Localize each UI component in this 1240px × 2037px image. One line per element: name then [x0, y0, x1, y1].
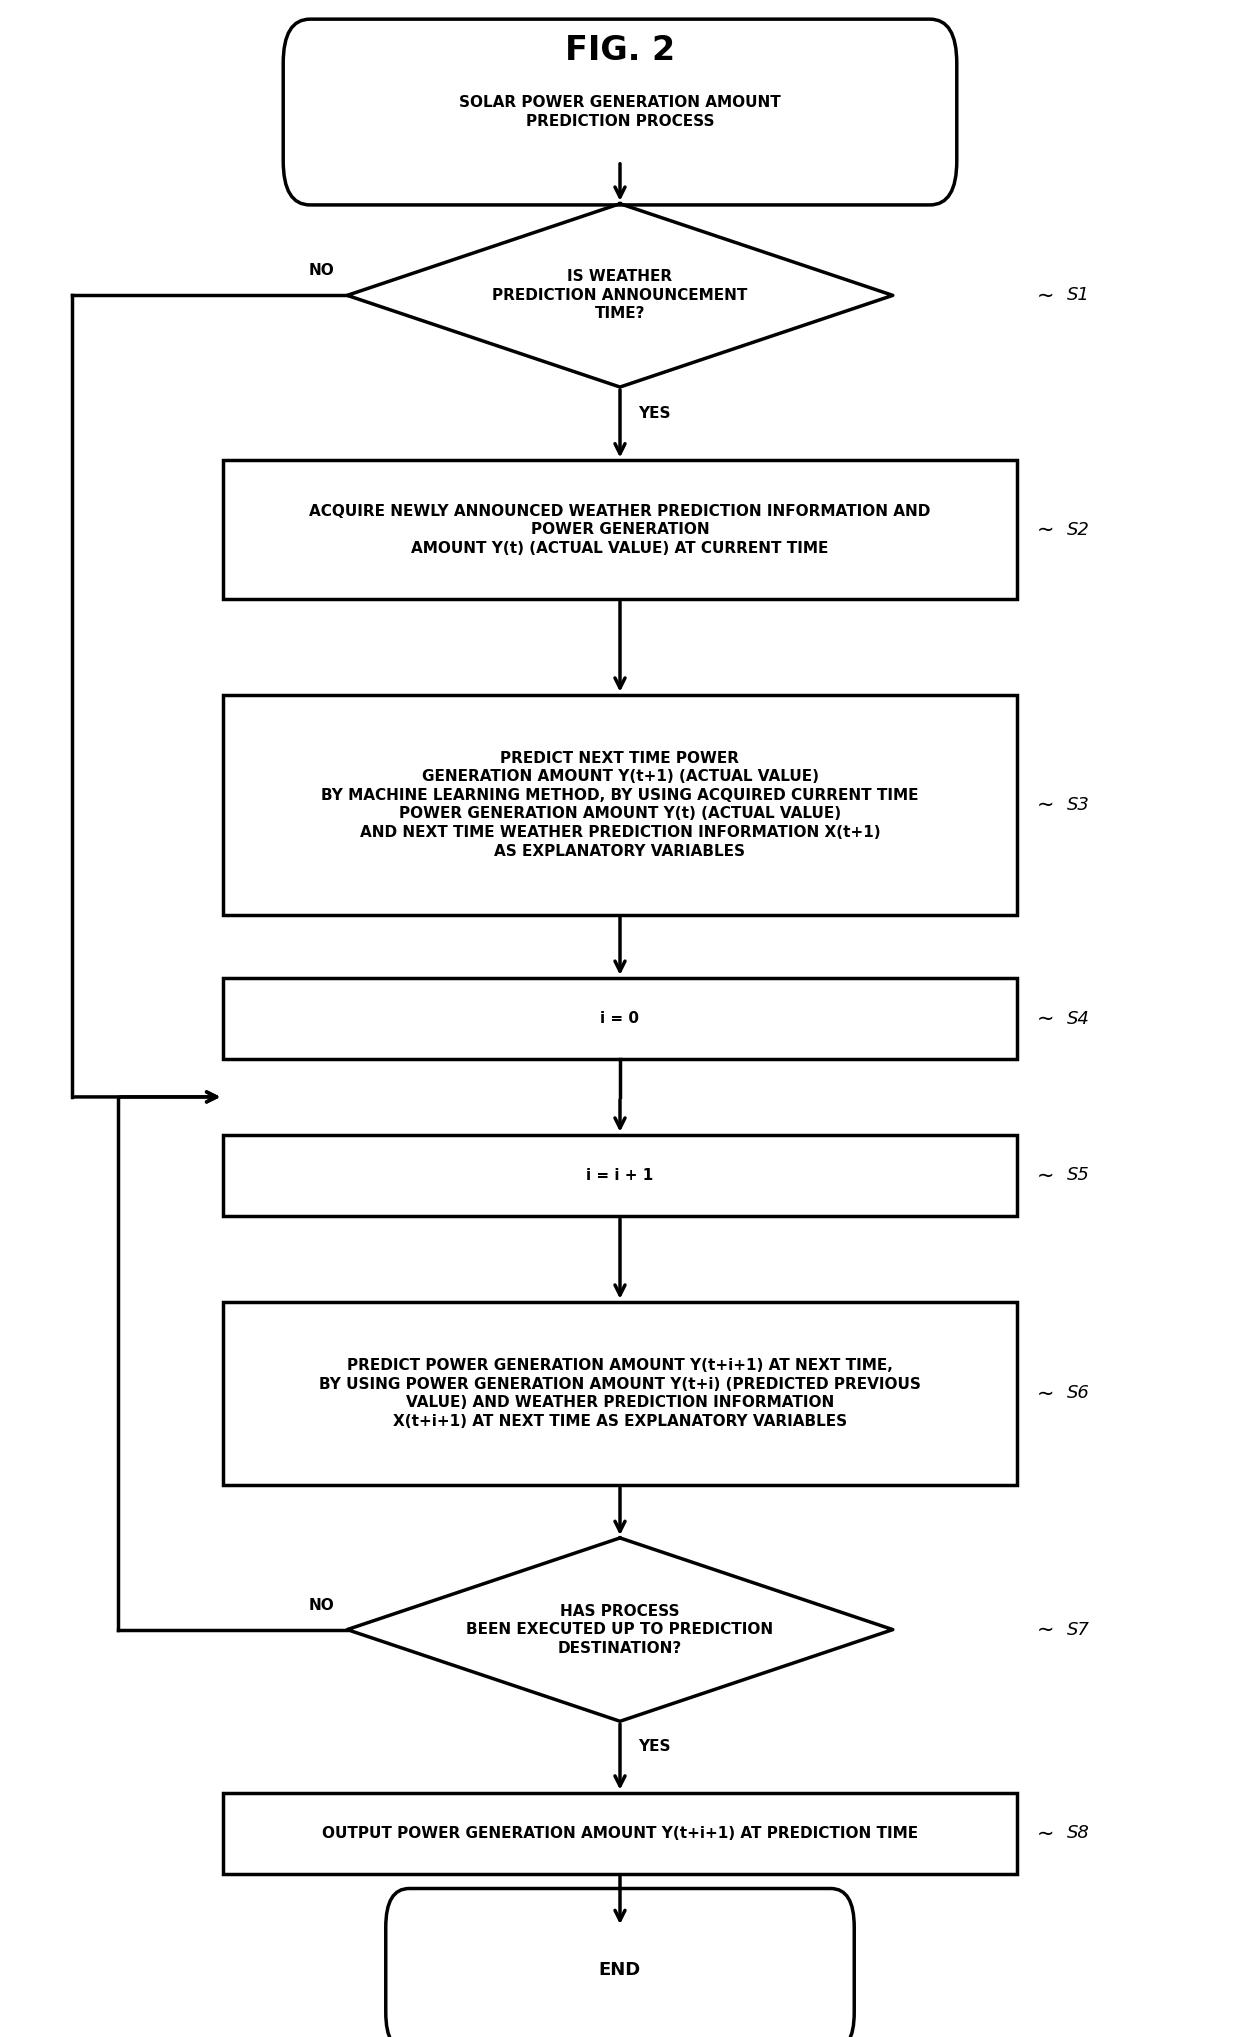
Text: YES: YES: [639, 405, 671, 422]
Text: YES: YES: [639, 1740, 671, 1754]
Text: S2: S2: [1066, 521, 1089, 538]
Text: NO: NO: [309, 1597, 335, 1613]
Text: NO: NO: [309, 263, 335, 279]
Text: S1: S1: [1066, 287, 1089, 304]
Text: S5: S5: [1066, 1167, 1089, 1183]
Polygon shape: [347, 204, 893, 387]
Text: PREDICT POWER GENERATION AMOUNT Y(t+i+1) AT NEXT TIME,
BY USING POWER GENERATION: PREDICT POWER GENERATION AMOUNT Y(t+i+1)…: [319, 1359, 921, 1428]
Text: ∼: ∼: [1037, 1619, 1054, 1640]
Bar: [223, 1793, 1017, 1874]
Text: OUTPUT POWER GENERATION AMOUNT Y(t+i+1) AT PREDICTION TIME: OUTPUT POWER GENERATION AMOUNT Y(t+i+1) …: [322, 1825, 918, 1841]
Bar: [223, 1302, 1017, 1485]
Text: HAS PROCESS
BEEN EXECUTED UP TO PREDICTION
DESTINATION?: HAS PROCESS BEEN EXECUTED UP TO PREDICTI…: [466, 1603, 774, 1656]
Bar: [223, 695, 1017, 915]
Text: END: END: [599, 1962, 641, 1978]
Text: ∼: ∼: [1037, 519, 1054, 540]
Polygon shape: [347, 1538, 893, 1721]
Text: IS WEATHER
PREDICTION ANNOUNCEMENT
TIME?: IS WEATHER PREDICTION ANNOUNCEMENT TIME?: [492, 269, 748, 322]
Text: S3: S3: [1066, 796, 1089, 813]
Text: ∼: ∼: [1037, 1165, 1054, 1186]
Text: SOLAR POWER GENERATION AMOUNT
PREDICTION PROCESS: SOLAR POWER GENERATION AMOUNT PREDICTION…: [459, 96, 781, 128]
Bar: [223, 1135, 1017, 1216]
Text: ∼: ∼: [1037, 794, 1054, 815]
Text: ∼: ∼: [1037, 285, 1054, 306]
Text: S7: S7: [1066, 1621, 1089, 1638]
Text: S6: S6: [1066, 1385, 1089, 1401]
Text: ∼: ∼: [1037, 1383, 1054, 1403]
Bar: [223, 460, 1017, 599]
Text: ∼: ∼: [1037, 1823, 1054, 1843]
FancyBboxPatch shape: [283, 18, 957, 206]
Bar: [223, 978, 1017, 1059]
Text: S4: S4: [1066, 1010, 1089, 1027]
FancyBboxPatch shape: [386, 1888, 854, 2037]
Text: S8: S8: [1066, 1825, 1089, 1841]
Text: i = i + 1: i = i + 1: [587, 1167, 653, 1183]
Text: ∼: ∼: [1037, 1008, 1054, 1029]
Text: i = 0: i = 0: [600, 1010, 640, 1027]
Text: PREDICT NEXT TIME POWER
GENERATION AMOUNT Y(t+1) (ACTUAL VALUE)
BY MACHINE LEARN: PREDICT NEXT TIME POWER GENERATION AMOUN…: [321, 750, 919, 860]
Text: FIG. 2: FIG. 2: [565, 35, 675, 67]
Text: ACQUIRE NEWLY ANNOUNCED WEATHER PREDICTION INFORMATION AND
POWER GENERATION
AMOU: ACQUIRE NEWLY ANNOUNCED WEATHER PREDICTI…: [309, 503, 931, 556]
